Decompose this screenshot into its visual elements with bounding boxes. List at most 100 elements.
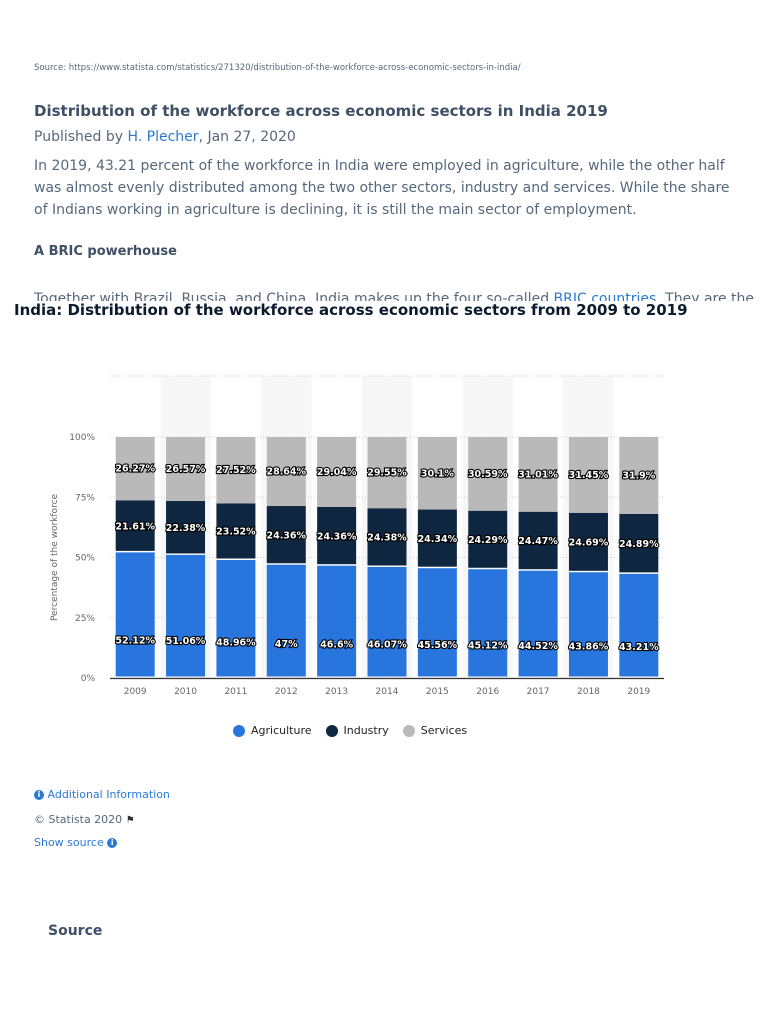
data-label: 24.36% [266,530,306,541]
source-line: Source: https://www.statista.com/statist… [34,63,521,73]
data-label: 23.52% [216,527,256,538]
bar-agriculture [166,554,206,677]
data-label: 24.69% [569,538,609,549]
bar-industry [115,500,155,551]
x-tick-label: 2010 [174,687,197,697]
x-tick-label: 2013 [325,687,348,697]
published-prefix: Published by [34,129,128,145]
bar-agriculture [266,564,306,677]
article-paragraph: In 2019, 43.21 percent of the workforce … [34,158,730,218]
bar-services [468,437,508,511]
show-source-label: Show source [34,836,104,849]
data-label: 21.61% [115,521,155,532]
stacked-bar-chart: 0% 25% 50% 75% 100% Percentage of the workfor… [50,375,664,697]
legend-label: Services [420,724,468,737]
bar-services [417,437,457,510]
bar-agriculture [568,572,608,677]
bar-services [367,437,407,509]
data-label: 51.06% [166,636,206,647]
bar-industry [468,510,508,568]
x-tick-label: 2019 [627,687,650,697]
chart-title: India: Distribution of the workforce acr… [14,301,688,319]
y-tick-label: 25% [75,614,95,624]
legend-dot-icon [325,724,338,737]
data-label: 24.38% [367,533,407,544]
x-tick-label: 2018 [577,687,600,697]
legend-label: Agriculture [251,724,312,737]
bar-agriculture [417,568,457,677]
additional-information-link[interactable]: i Additional Information [34,788,170,801]
y-tick-label: 0% [81,674,96,684]
data-label: 27.52% [216,465,256,476]
data-label: 24.47% [518,536,558,547]
bar-agriculture [518,570,558,677]
chart-legend: Agriculture Industry Services [233,724,467,737]
bar-services [166,436,206,502]
data-label: 31.01% [518,469,558,480]
bar-industry [518,511,558,570]
bar-industry [317,506,357,565]
show-source-link[interactable]: Show source i [34,836,118,849]
bar-industry [166,501,206,554]
flag-icon[interactable]: ⚑ [125,815,135,826]
data-label: 48.96% [216,638,256,649]
legend-item-services[interactable]: Services [402,724,468,737]
bar-services [619,437,659,514]
additional-information-label: Additional Information [47,788,170,801]
data-label: 26.27% [115,464,155,475]
x-tick-label: 2012 [275,687,298,697]
y-tick-label: 100% [69,433,95,443]
data-label: 30.1% [421,468,454,479]
data-label: 44.52% [518,641,558,652]
published-line: Published by H. Plecher, Jan 27, 2020 [34,129,296,145]
data-label: 43.86% [569,641,609,652]
bar-industry [367,508,407,566]
info-icon: i [107,838,118,848]
data-label: 31.45% [569,470,609,481]
legend-item-agriculture[interactable]: Agriculture [233,724,312,737]
legend-dot-icon [233,724,245,737]
data-label: 45.56% [418,640,458,651]
y-tick-label: 75% [75,493,95,503]
subheading: A BRIC powerhouse [34,244,177,259]
bar-agriculture [367,566,407,677]
bar-agriculture [468,569,508,677]
para2-end: . They are the [656,291,754,301]
bar-services [115,437,155,501]
data-label: 52.12% [115,635,155,646]
source-heading: Source [48,923,103,939]
bric-link[interactable]: BRIC countries [553,291,657,301]
data-label: 31.9% [622,470,655,481]
legend-item-industry[interactable]: Industry [325,724,389,737]
x-tick-label: 2009 [124,687,147,697]
copyright-text: © Statista 2020 [34,813,123,826]
x-tick-label: 2016 [476,687,499,697]
bar-agriculture [619,573,659,677]
bar-industry [216,503,256,559]
info-icon: i [34,790,44,800]
data-label: 45.12% [468,640,508,651]
bar-agriculture [317,565,357,677]
data-label: 22.38% [166,523,206,534]
y-axis-label: Percentage of the workforce [50,493,60,621]
data-label: 29.55% [367,468,407,479]
bar-services [568,437,608,513]
data-label: 46.07% [367,640,407,651]
data-label: 46.6% [320,639,353,650]
data-label: 24.36% [317,531,357,542]
data-label: 26.57% [166,464,206,475]
copyright: © Statista 2020 ⚑ [34,813,135,826]
legend-dot-icon [402,724,415,737]
bar-services [518,437,558,512]
data-label: 29.04% [317,467,357,478]
x-tick-label: 2015 [426,687,449,697]
bar-agriculture [216,560,256,677]
data-label: 47% [275,639,298,650]
bar-services [317,437,357,507]
data-label: 43.21% [619,642,659,653]
publish-date: , Jan 27, 2020 [198,129,296,145]
author-link[interactable]: H. Plecher [127,129,199,145]
bar-services [266,437,306,507]
data-label: 24.89% [619,539,659,550]
bar-agriculture [115,552,155,677]
